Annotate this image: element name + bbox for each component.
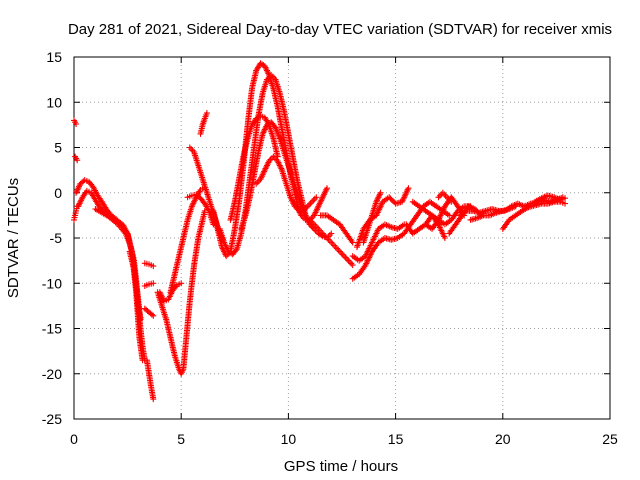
series-arc-24: [306, 216, 356, 269]
y-tick-label: 5: [54, 140, 62, 156]
data-point: [360, 189, 384, 246]
grid: [74, 57, 610, 419]
data-marks: [71, 60, 568, 403]
data-point: [72, 153, 81, 164]
series-arc-7: [126, 248, 148, 364]
data-point: [499, 198, 568, 232]
data-point: [141, 280, 157, 289]
data-point: [317, 212, 356, 246]
series-arc-1: [71, 117, 80, 127]
chart-title: Day 281 of 2021, Sidereal Day-to-day VTE…: [68, 21, 612, 38]
data-point: [126, 248, 148, 364]
data-point: [435, 189, 455, 205]
series-arc-8: [141, 260, 157, 270]
x-tick-label: 25: [602, 431, 618, 447]
x-tick-label: 10: [281, 431, 297, 447]
data-point: [422, 194, 468, 232]
y-tick-label: -25: [42, 411, 62, 427]
x-tick-label: 5: [177, 431, 185, 447]
data-point: [167, 185, 206, 296]
series-arc-14: [167, 185, 206, 296]
series-arc-29: [360, 189, 384, 246]
data-point: [141, 260, 157, 270]
data-point: [143, 357, 157, 403]
data-point: [409, 198, 448, 241]
tick-labels: 0 5 10 15 20 25 -25 -20 -15 -10 -5 0 5 10 15: [42, 49, 618, 447]
y-tick-label: -10: [42, 275, 62, 291]
series-arc-37: [499, 198, 568, 232]
data-point: [71, 117, 80, 127]
data-point: [306, 216, 356, 269]
series-arc-13: [154, 207, 208, 377]
x-tick-label: 15: [388, 431, 404, 447]
x-tick-label: 20: [495, 431, 511, 447]
series-arc-15: [184, 191, 217, 228]
data-point: [349, 198, 453, 282]
data-point: [349, 221, 408, 264]
data-point: [154, 207, 208, 377]
y-axis-title: SDTVAR / TECUs: [5, 178, 22, 298]
series-arc-17: [197, 110, 210, 137]
y-tick-label: 10: [46, 94, 62, 110]
x-axis-title: GPS time / hours: [284, 458, 398, 475]
y-tick-label: 15: [46, 49, 62, 65]
series-arc-10: [141, 305, 157, 319]
data-point: [532, 192, 568, 205]
series-arc-38: [532, 192, 568, 205]
series-arc-3: [72, 153, 81, 164]
y-tick-label: 0: [54, 185, 62, 201]
y-tick-label: -20: [42, 366, 62, 382]
data-point: [467, 203, 519, 223]
data-point: [197, 110, 210, 137]
series-arc-26: [349, 198, 453, 282]
series-arc-27: [349, 221, 408, 264]
series-arc-11: [141, 280, 157, 289]
series-arc-25: [317, 212, 356, 246]
series-arc-36: [467, 203, 519, 223]
y-tick-label: -5: [50, 230, 63, 246]
data-point: [141, 305, 157, 319]
series-arc-9: [143, 357, 157, 403]
series-arc-33: [435, 189, 455, 205]
x-tick-label: 0: [70, 431, 78, 447]
series-arc-32: [422, 194, 468, 232]
series-arc-31: [409, 198, 448, 241]
data-point: [184, 191, 217, 228]
y-tick-label: -15: [42, 321, 62, 337]
